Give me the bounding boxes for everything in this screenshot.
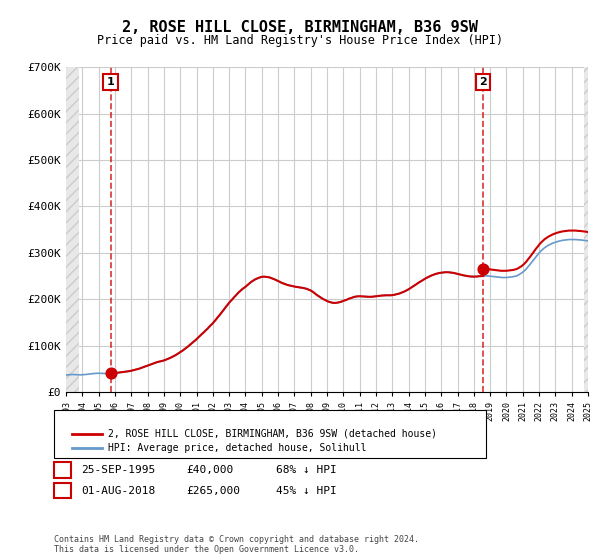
Bar	[66, 67, 79, 392]
Text: £40,000: £40,000	[186, 465, 233, 475]
Text: 68% ↓ HPI: 68% ↓ HPI	[276, 465, 337, 475]
Text: This data is licensed under the Open Government Licence v3.0.: This data is licensed under the Open Gov…	[54, 545, 359, 554]
Text: 1: 1	[107, 77, 115, 87]
Point	[478, 264, 488, 273]
Text: HPI: Average price, detached house, Solihull: HPI: Average price, detached house, Soli…	[108, 443, 367, 453]
Text: 2: 2	[59, 486, 66, 496]
Text: 45% ↓ HPI: 45% ↓ HPI	[276, 486, 337, 496]
Text: Price paid vs. HM Land Registry's House Price Index (HPI): Price paid vs. HM Land Registry's House …	[97, 34, 503, 46]
Text: 2, ROSE HILL CLOSE, BIRMINGHAM, B36 9SW: 2, ROSE HILL CLOSE, BIRMINGHAM, B36 9SW	[122, 20, 478, 35]
Point	[106, 369, 115, 378]
Text: £265,000: £265,000	[186, 486, 240, 496]
Text: Contains HM Land Registry data © Crown copyright and database right 2024.: Contains HM Land Registry data © Crown c…	[54, 535, 419, 544]
Text: 2: 2	[479, 77, 487, 87]
Text: 01-AUG-2018: 01-AUG-2018	[81, 486, 155, 496]
Bar	[584, 67, 588, 392]
Text: 1: 1	[59, 465, 66, 475]
Text: 2, ROSE HILL CLOSE, BIRMINGHAM, B36 9SW (detached house): 2, ROSE HILL CLOSE, BIRMINGHAM, B36 9SW …	[108, 429, 437, 439]
Text: 25-SEP-1995: 25-SEP-1995	[81, 465, 155, 475]
